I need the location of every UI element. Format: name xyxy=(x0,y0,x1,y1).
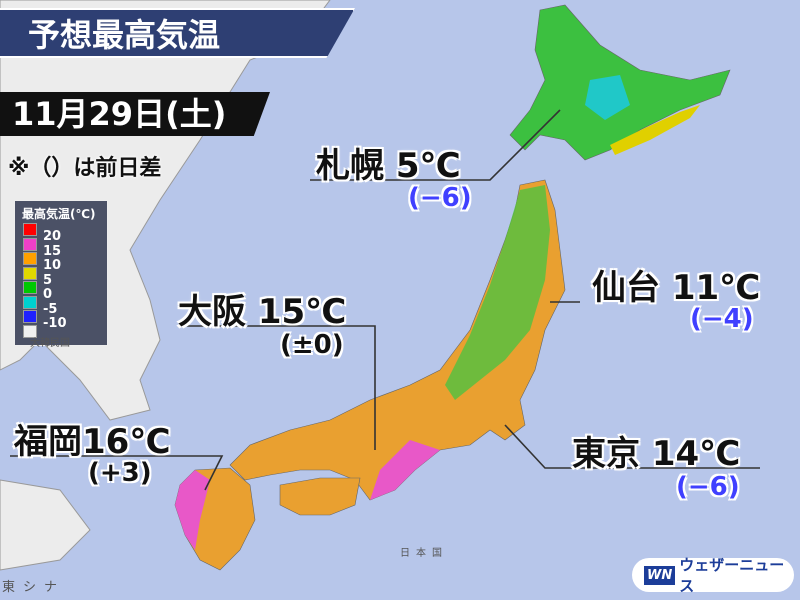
legend-swatch xyxy=(23,310,37,323)
map-label-east-china-sea: 東シナ xyxy=(2,580,66,595)
hokkaido-warm-coast xyxy=(610,105,700,155)
legend-swatch xyxy=(23,324,37,338)
china-coast-land xyxy=(0,479,91,571)
legend-swatch xyxy=(23,252,37,265)
logo-text: ウェザーニュース xyxy=(679,556,785,595)
honshu-north-green xyxy=(445,185,550,400)
diff-fukuoka: (+3) xyxy=(88,458,152,488)
diff-note: ※（）は前日差 xyxy=(8,156,162,181)
legend-value: -5 xyxy=(43,301,58,317)
kyushu-west-pink xyxy=(175,470,210,550)
hokkaido-cold-area xyxy=(585,75,630,120)
legend-title: 最高気温(℃) xyxy=(22,207,96,221)
diff-sendai: (−4) xyxy=(690,304,754,334)
legend-value: 0 xyxy=(43,287,53,302)
city-label-sendai: 仙台 11℃ xyxy=(592,268,761,308)
shikoku-land xyxy=(279,477,361,516)
map-label-japan: 日本国 xyxy=(400,548,448,559)
logo-mark: WN xyxy=(644,565,676,585)
diff-sapporo: (−6) xyxy=(408,183,472,213)
legend-value: -10 xyxy=(43,316,67,331)
diff-tokyo: (−6) xyxy=(676,472,740,502)
page-title: 予想最高気温 xyxy=(0,8,355,58)
legend-swatch xyxy=(23,266,37,280)
legend-value: 20 xyxy=(43,229,62,244)
legend-swatch xyxy=(23,281,37,294)
city-label-osaka: 大阪 15℃ xyxy=(178,292,347,332)
callout-lines xyxy=(10,109,760,491)
diff-osaka: (±0) xyxy=(280,330,344,360)
legend-value: 10 xyxy=(43,258,62,273)
forecast-date: 11月29日(土) xyxy=(0,92,270,136)
legend-swatch xyxy=(23,223,37,236)
legend-value: 5 xyxy=(43,272,53,288)
weathernews-logo: WN ウェザーニュース xyxy=(632,556,794,595)
legend-swatch xyxy=(23,295,37,309)
temperature-legend: 最高気温(℃) 20 15 10 5 0 -5 -10 xyxy=(14,200,108,346)
city-label-sapporo: 札幌 5℃ xyxy=(316,146,461,186)
legend-swatch xyxy=(23,237,37,251)
legend-value: 15 xyxy=(43,243,62,259)
pacific-coast-pink xyxy=(370,440,440,500)
map-label-korea: 大韓民国 xyxy=(30,338,70,349)
city-label-tokyo: 東京 14℃ xyxy=(572,434,741,474)
city-label-fukuoka: 福岡16℃ xyxy=(14,422,171,462)
